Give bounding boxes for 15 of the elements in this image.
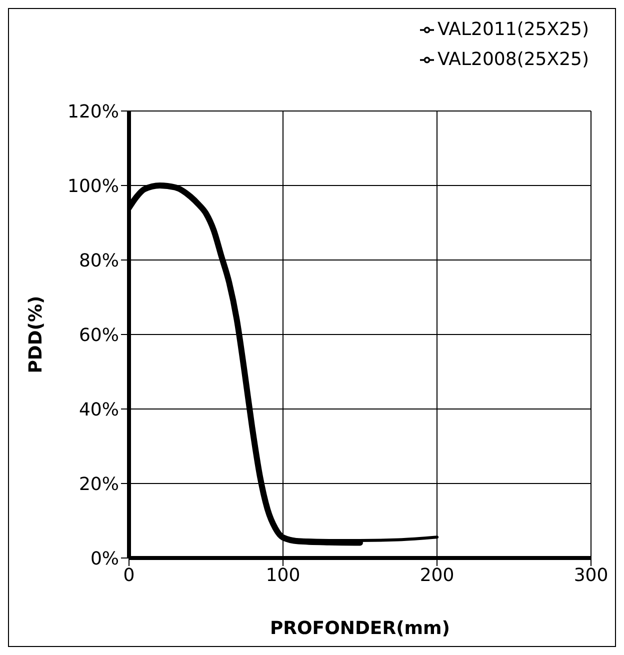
y-tick-label: 20% [78, 474, 119, 495]
x-axis-title: PROFONDER(mm) [270, 618, 450, 639]
x-tick-label: 0 [123, 564, 135, 586]
y-tick-label: 60% [78, 324, 119, 346]
y-tick-label: 100% [68, 176, 119, 197]
y-tick-label: 40% [78, 399, 119, 420]
legend-label: VAL2011(25X25) [438, 19, 589, 40]
x-tick-label: 200 [420, 564, 454, 586]
x-tick-label: 100 [266, 564, 300, 586]
y-tick-label: 80% [78, 250, 119, 272]
legend-label: VAL2008(25X25) [438, 49, 589, 70]
y-axis-title: PDD(%) [25, 296, 46, 374]
y-tick-label: 120% [68, 101, 119, 122]
x-tick-label: 300 [574, 564, 608, 586]
y-tick-label: 0% [90, 548, 119, 570]
